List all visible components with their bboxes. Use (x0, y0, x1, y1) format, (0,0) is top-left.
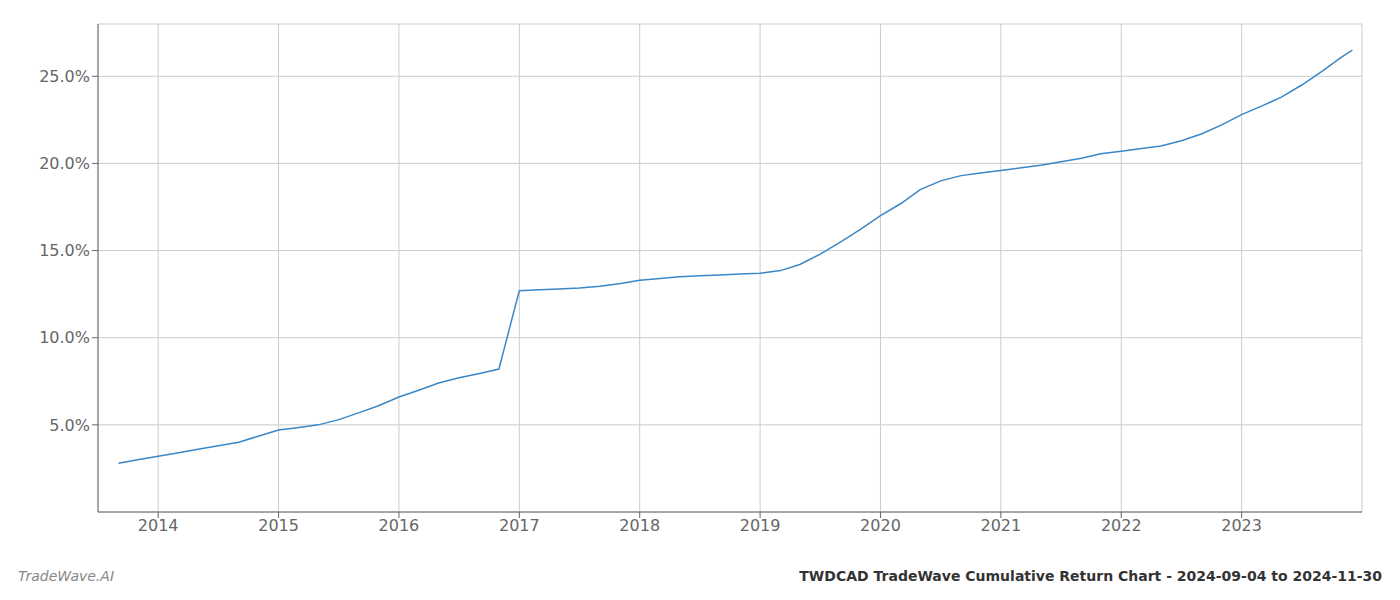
svg-text:25.0%: 25.0% (39, 67, 90, 86)
svg-text:2022: 2022 (1101, 516, 1142, 535)
svg-text:2020: 2020 (860, 516, 901, 535)
html-text:TWDCAD TradeWave Cumulative Re: TWDCAD TradeWave Cumulative Return Chart… (799, 568, 1382, 584)
svg-text:2021: 2021 (980, 516, 1021, 535)
svg-text:2014: 2014 (138, 516, 179, 535)
svg-text:2018: 2018 (619, 516, 660, 535)
svg-text:2017: 2017 (499, 516, 540, 535)
svg-text:2016: 2016 (379, 516, 420, 535)
svg-text:20.0%: 20.0% (39, 154, 90, 173)
svg-text:15.0%: 15.0% (39, 241, 90, 260)
svg-text:2015: 2015 (258, 516, 299, 535)
html-text:TradeWave.AI: TradeWave.AI (18, 568, 114, 584)
svg-text:2019: 2019 (740, 516, 781, 535)
svg-text:2023: 2023 (1221, 516, 1262, 535)
svg-text:5.0%: 5.0% (49, 416, 90, 435)
svg-text:10.0%: 10.0% (39, 328, 90, 347)
